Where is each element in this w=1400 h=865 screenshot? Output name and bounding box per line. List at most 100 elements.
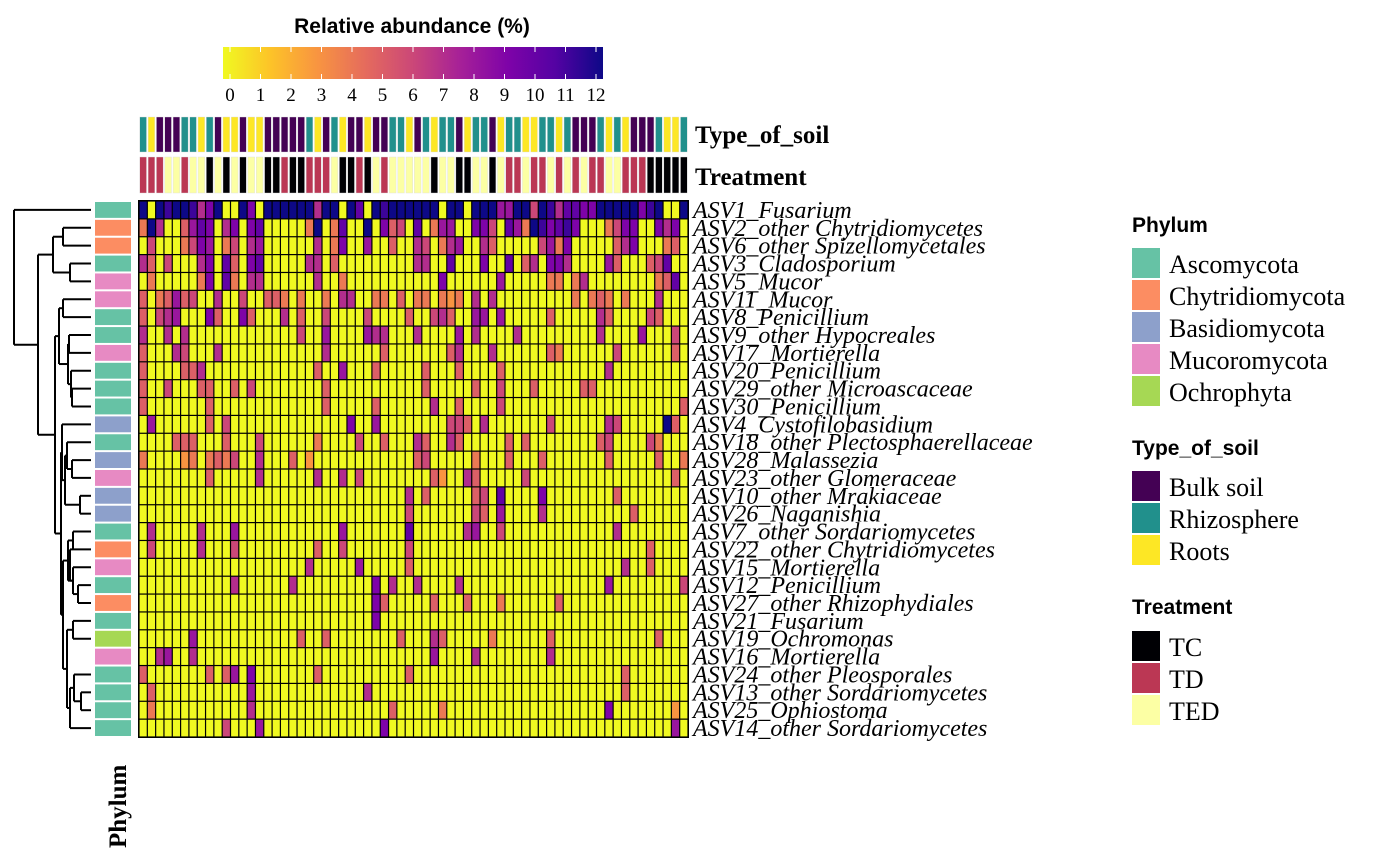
heatmap-cell — [671, 416, 680, 433]
heatmap-cell — [513, 308, 522, 326]
heatmap-cell — [239, 451, 247, 469]
heatmap-cell — [181, 273, 189, 290]
heatmap-cell — [172, 416, 180, 433]
heatmap-cell — [389, 487, 397, 505]
heatmap-cell — [239, 523, 247, 540]
heatmap-cell — [164, 630, 172, 648]
heatmap-cell — [397, 255, 405, 272]
heatmap-cell — [663, 594, 671, 612]
heatmap-cell — [330, 701, 339, 719]
heatmap-cell — [372, 273, 380, 290]
heatmap-cell — [139, 326, 147, 344]
heatmap-cell — [364, 326, 372, 344]
heatmap-cell — [372, 380, 380, 397]
heatmap-cell — [189, 469, 197, 487]
heatmap-cell — [588, 380, 596, 397]
heatmap-cell — [447, 701, 455, 719]
heatmap-cell — [439, 416, 447, 433]
heatmap-cell — [214, 541, 222, 558]
heatmap-cell — [156, 255, 164, 272]
heatmap-cell — [563, 416, 571, 433]
heatmap-cell — [172, 326, 180, 344]
heatmap-cell — [347, 684, 355, 701]
treatment-cell — [414, 156, 422, 194]
heatmap-cell — [622, 290, 630, 308]
heatmap-cell — [638, 541, 646, 558]
heatmap-cell — [256, 701, 264, 719]
heatmap-cell — [147, 469, 156, 487]
treatment-cell — [480, 156, 488, 194]
treatment-cell — [622, 156, 630, 194]
heatmap-cell — [147, 594, 156, 612]
heatmap-cell — [439, 398, 447, 415]
heatmap-cell — [630, 273, 638, 290]
heatmap-cell — [297, 719, 305, 737]
heatmap-cell — [655, 380, 663, 397]
heatmap-cell — [247, 433, 255, 451]
heatmap-cell — [239, 541, 247, 558]
heatmap-cell — [197, 576, 205, 594]
heatmap-cell — [555, 505, 563, 522]
heatmap-cell — [364, 398, 372, 415]
heatmap-cell — [405, 219, 413, 237]
heatmap-cell — [522, 648, 530, 665]
heatmap-cell — [164, 273, 172, 290]
heatmap-cell — [505, 273, 513, 290]
heatmap-cell — [264, 273, 272, 290]
heatmap-cell — [139, 237, 147, 254]
heatmap-cell — [655, 255, 663, 272]
heatmap-cell — [189, 326, 197, 344]
heatmap-cell — [355, 684, 363, 701]
heatmap-cell — [622, 237, 630, 254]
heatmap-cell — [572, 398, 580, 415]
heatmap-cell — [472, 719, 480, 737]
heatmap-cell — [197, 541, 205, 558]
heatmap-cell — [414, 416, 422, 433]
heatmap-cell — [156, 630, 164, 648]
heatmap-cell — [538, 541, 546, 558]
heatmap-cell — [480, 451, 488, 469]
heatmap-cell — [297, 362, 305, 380]
heatmap-cell — [314, 433, 322, 451]
heatmap-cell — [206, 416, 214, 433]
heatmap-cell — [580, 576, 588, 594]
type-of-soil-cell — [663, 116, 671, 153]
heatmap-cell — [206, 308, 214, 326]
heatmap-cell — [505, 523, 513, 540]
heatmap-cell — [547, 308, 555, 326]
heatmap-cell — [622, 362, 630, 380]
heatmap-cell — [231, 523, 239, 540]
heatmap-cell — [314, 523, 322, 540]
heatmap-cell — [572, 594, 580, 612]
type-of-soil-cell — [605, 116, 613, 153]
heatmap-cell — [563, 648, 571, 665]
heatmap-cell — [513, 541, 522, 558]
heatmap-cell — [430, 487, 438, 505]
heatmap-cell — [314, 630, 322, 648]
heatmap-cell — [222, 362, 230, 380]
heatmap-cell — [147, 308, 156, 326]
heatmap-cell — [464, 237, 472, 254]
heatmap-cell — [622, 505, 630, 522]
legend-swatch — [1132, 631, 1160, 661]
heatmap-cell — [538, 451, 546, 469]
heatmap-cell — [231, 362, 239, 380]
phylum-cell — [95, 559, 131, 576]
heatmap-cell — [297, 326, 305, 344]
heatmap-cell — [189, 273, 197, 290]
phylum-cell — [95, 380, 131, 397]
heatmap-cell — [547, 684, 555, 701]
heatmap-cell — [264, 201, 272, 219]
heatmap-cell — [630, 362, 638, 380]
heatmap-cell — [380, 648, 388, 665]
heatmap-cell — [522, 523, 530, 540]
heatmap-cell — [139, 219, 147, 237]
heatmap-cell — [622, 576, 630, 594]
phylum-cell — [95, 202, 131, 218]
heatmap-cell — [663, 326, 671, 344]
legend-swatch — [1132, 344, 1160, 374]
heatmap-cell — [156, 451, 164, 469]
heatmap-cell — [555, 308, 563, 326]
heatmap-cell — [447, 541, 455, 558]
heatmap-cell — [680, 451, 688, 469]
